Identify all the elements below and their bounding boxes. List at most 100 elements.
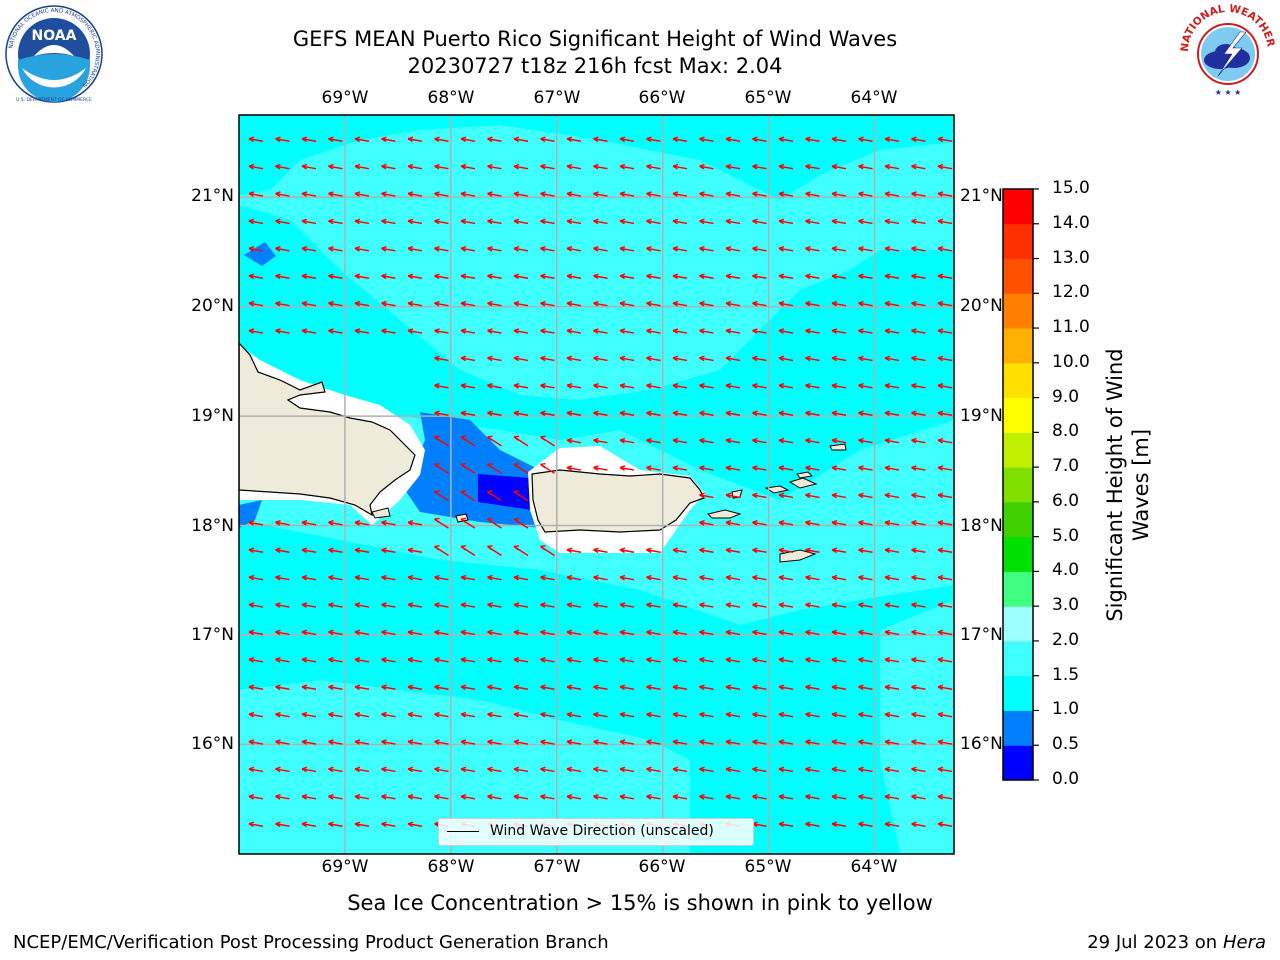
wind-wave-arrow xyxy=(884,328,900,334)
wind-wave-arrow xyxy=(593,300,608,307)
wind-wave-arrow xyxy=(540,246,555,252)
wind-wave-arrow xyxy=(540,273,555,280)
wind-wave-arrow xyxy=(513,300,529,307)
wind-wave-arrow xyxy=(725,383,741,389)
wind-wave-arrow xyxy=(752,383,767,389)
wind-wave-arrow xyxy=(301,602,317,608)
wind-wave-arrow xyxy=(540,328,555,334)
wind-wave-arrow xyxy=(619,602,635,608)
wind-wave-arrow xyxy=(805,629,820,636)
wind-wave-arrow xyxy=(725,273,741,280)
legend-line-icon xyxy=(447,831,479,832)
wind-wave-arrow xyxy=(619,711,635,718)
wind-wave-arrow xyxy=(672,136,688,143)
wind-wave-arrow xyxy=(646,246,661,252)
wind-wave-arrow xyxy=(566,739,582,745)
wind-wave-arrow xyxy=(248,163,264,170)
wind-wave-arrow xyxy=(434,410,449,417)
wind-wave-arrow xyxy=(354,218,370,225)
wind-wave-arrow xyxy=(778,383,794,389)
wind-wave-arrow xyxy=(328,629,343,636)
wind-wave-arrow xyxy=(725,766,741,773)
wind-wave-arrow xyxy=(699,246,714,252)
wind-wave-arrow xyxy=(937,246,953,252)
wind-wave-arrow xyxy=(513,355,529,362)
wind-wave-arrow xyxy=(487,462,502,474)
wind-wave-arrow xyxy=(275,794,290,800)
wind-wave-arrow xyxy=(937,191,953,197)
wind-wave-arrow xyxy=(301,574,317,581)
wind-wave-arrow xyxy=(513,545,529,557)
wind-wave-arrow xyxy=(619,684,635,691)
wind-wave-arrow xyxy=(752,629,767,636)
wind-wave-arrow xyxy=(831,136,847,143)
wind-wave-arrow xyxy=(407,657,423,663)
wind-wave-arrow xyxy=(460,545,476,557)
wind-wave-arrow xyxy=(540,462,555,474)
wind-wave-arrow xyxy=(248,657,264,663)
wind-wave-arrow xyxy=(593,629,608,636)
wind-wave-arrow xyxy=(593,437,608,444)
wind-wave-arrow xyxy=(831,437,847,444)
wind-wave-arrow xyxy=(593,547,608,554)
footer-machine: Hera xyxy=(1222,932,1266,953)
wind-wave-arrow xyxy=(460,766,476,773)
wind-wave-arrow xyxy=(434,574,449,581)
wind-wave-arrow xyxy=(354,547,370,554)
wind-wave-arrow xyxy=(937,766,953,773)
wind-wave-arrow xyxy=(752,547,767,554)
wind-wave-arrow xyxy=(381,163,396,170)
wind-wave-arrow xyxy=(672,191,688,197)
wind-wave-arrow xyxy=(460,462,476,474)
wind-wave-arrow xyxy=(275,163,290,170)
wind-wave-arrow xyxy=(460,684,476,691)
wind-wave-arrow xyxy=(354,163,370,170)
wind-wave-arrow xyxy=(593,711,608,718)
colorbar-tick-label: 5.0 xyxy=(1052,525,1080,546)
wind-wave-arrow xyxy=(805,300,820,307)
sea-ice-note: Sea Ice Concentration > 15% is shown in … xyxy=(347,891,933,915)
wind-wave-arrow xyxy=(831,328,847,334)
wind-wave-arrow xyxy=(725,739,741,745)
wind-wave-arrow xyxy=(884,410,900,417)
colorbar-tick-label: 4.0 xyxy=(1052,560,1080,581)
wind-wave-arrow xyxy=(884,602,900,608)
wind-wave-arrow xyxy=(275,547,290,554)
wind-wave-arrow xyxy=(275,574,290,581)
wind-wave-arrow xyxy=(487,545,502,557)
wind-wave-arrow xyxy=(301,328,317,334)
wind-wave-arrow xyxy=(646,711,661,718)
wind-wave-arrow xyxy=(354,520,370,526)
wind-wave-arrow xyxy=(619,629,635,636)
wind-wave-arrow xyxy=(646,273,661,280)
wind-wave-arrow xyxy=(805,766,820,773)
wind-wave-arrow xyxy=(699,191,714,197)
wind-wave-arrow xyxy=(593,410,608,417)
wave-contour-0.5-1.0-west xyxy=(239,500,262,528)
wind-wave-arrow xyxy=(858,328,873,334)
wind-wave-arrow xyxy=(407,821,423,828)
wind-wave-arrow xyxy=(407,273,423,280)
wind-wave-arrow xyxy=(301,629,317,636)
wind-wave-arrow xyxy=(540,435,555,447)
wind-wave-arrow xyxy=(407,300,423,307)
wind-wave-arrow xyxy=(593,163,608,170)
wind-wave-arrow xyxy=(646,328,661,334)
wind-wave-arrow xyxy=(513,684,529,691)
wind-wave-arrow xyxy=(381,300,396,307)
wind-wave-arrow xyxy=(699,218,714,225)
map-content xyxy=(239,115,954,854)
wind-wave-arrow xyxy=(275,328,290,334)
wind-wave-arrow xyxy=(699,602,714,608)
colorbar-title-text: Significant Height of Wind Waves [m] xyxy=(1103,348,1153,622)
wind-wave-arrow xyxy=(434,246,449,252)
wind-wave-arrow xyxy=(725,300,741,307)
wind-wave-arrow xyxy=(911,136,926,143)
wind-wave-arrow xyxy=(858,465,873,471)
wind-wave-arrow xyxy=(858,383,873,389)
wind-wave-arrow xyxy=(460,191,476,197)
wind-wave-arrow xyxy=(381,602,396,608)
lon-label-top-64: 64°W xyxy=(850,88,898,108)
lat-label-left-19: 19°N xyxy=(191,406,234,426)
wind-wave-arrow xyxy=(805,218,820,225)
